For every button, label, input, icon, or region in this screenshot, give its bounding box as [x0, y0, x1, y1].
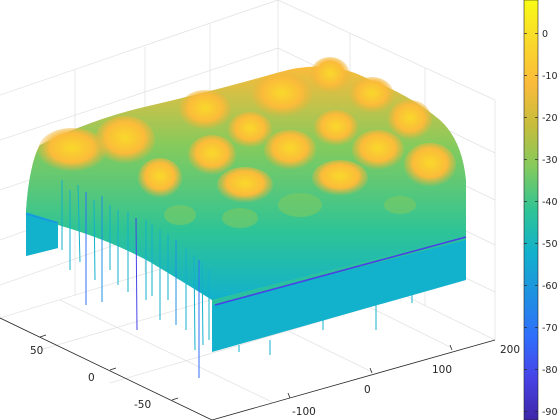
colorbar-tick-label: -50: [542, 239, 558, 250]
colorbar-ticks: 0 -10 -20 -30 -40 -50 -60 -70 -80 -90: [524, 29, 558, 418]
colorbar-tick-label: -10: [542, 71, 558, 82]
axis-tick-marks: [39, 334, 453, 401]
y-tick-label: -50: [134, 399, 151, 411]
y-tick-label: 0: [88, 372, 95, 384]
axis-lines: [0, 317, 496, 420]
colorbar-tick-label: -70: [542, 323, 558, 334]
x-tick-label: -100: [292, 406, 316, 418]
colorbar-tick-label: 0: [542, 29, 548, 40]
surface: [25, 57, 467, 378]
colorbar-tick-label: -80: [542, 365, 558, 376]
x-tick-label: 0: [364, 384, 371, 396]
x-tick-label: 100: [432, 364, 452, 376]
colorbar-tick-label: -40: [542, 197, 558, 208]
colorbar: 0 -10 -20 -30 -40 -50 -60 -70 -80 -90: [523, 0, 558, 420]
surface-dips: [164, 193, 416, 228]
surface-nulls: [61, 180, 210, 378]
colorbar-tick-label: -20: [542, 113, 558, 124]
y-tick-label: 50: [30, 345, 43, 357]
surface-peaks: [38, 57, 456, 203]
colorbar-tick-label: -60: [542, 281, 558, 292]
surface-left-slab: [26, 212, 58, 256]
x-axis-ticks: -100 0 100 200: [292, 344, 520, 418]
colorbar-tick-label: -30: [542, 155, 558, 166]
surface-contour-line: [214, 236, 467, 306]
x-tick-label: 200: [500, 344, 520, 356]
surface-front-wall: [212, 236, 466, 352]
surface-spikes: [238, 294, 413, 355]
y-axis-ticks: 50 0 -50: [30, 345, 151, 411]
colorbar-gradient: [523, 0, 539, 420]
colorbar-tick-label: -90: [542, 407, 558, 418]
